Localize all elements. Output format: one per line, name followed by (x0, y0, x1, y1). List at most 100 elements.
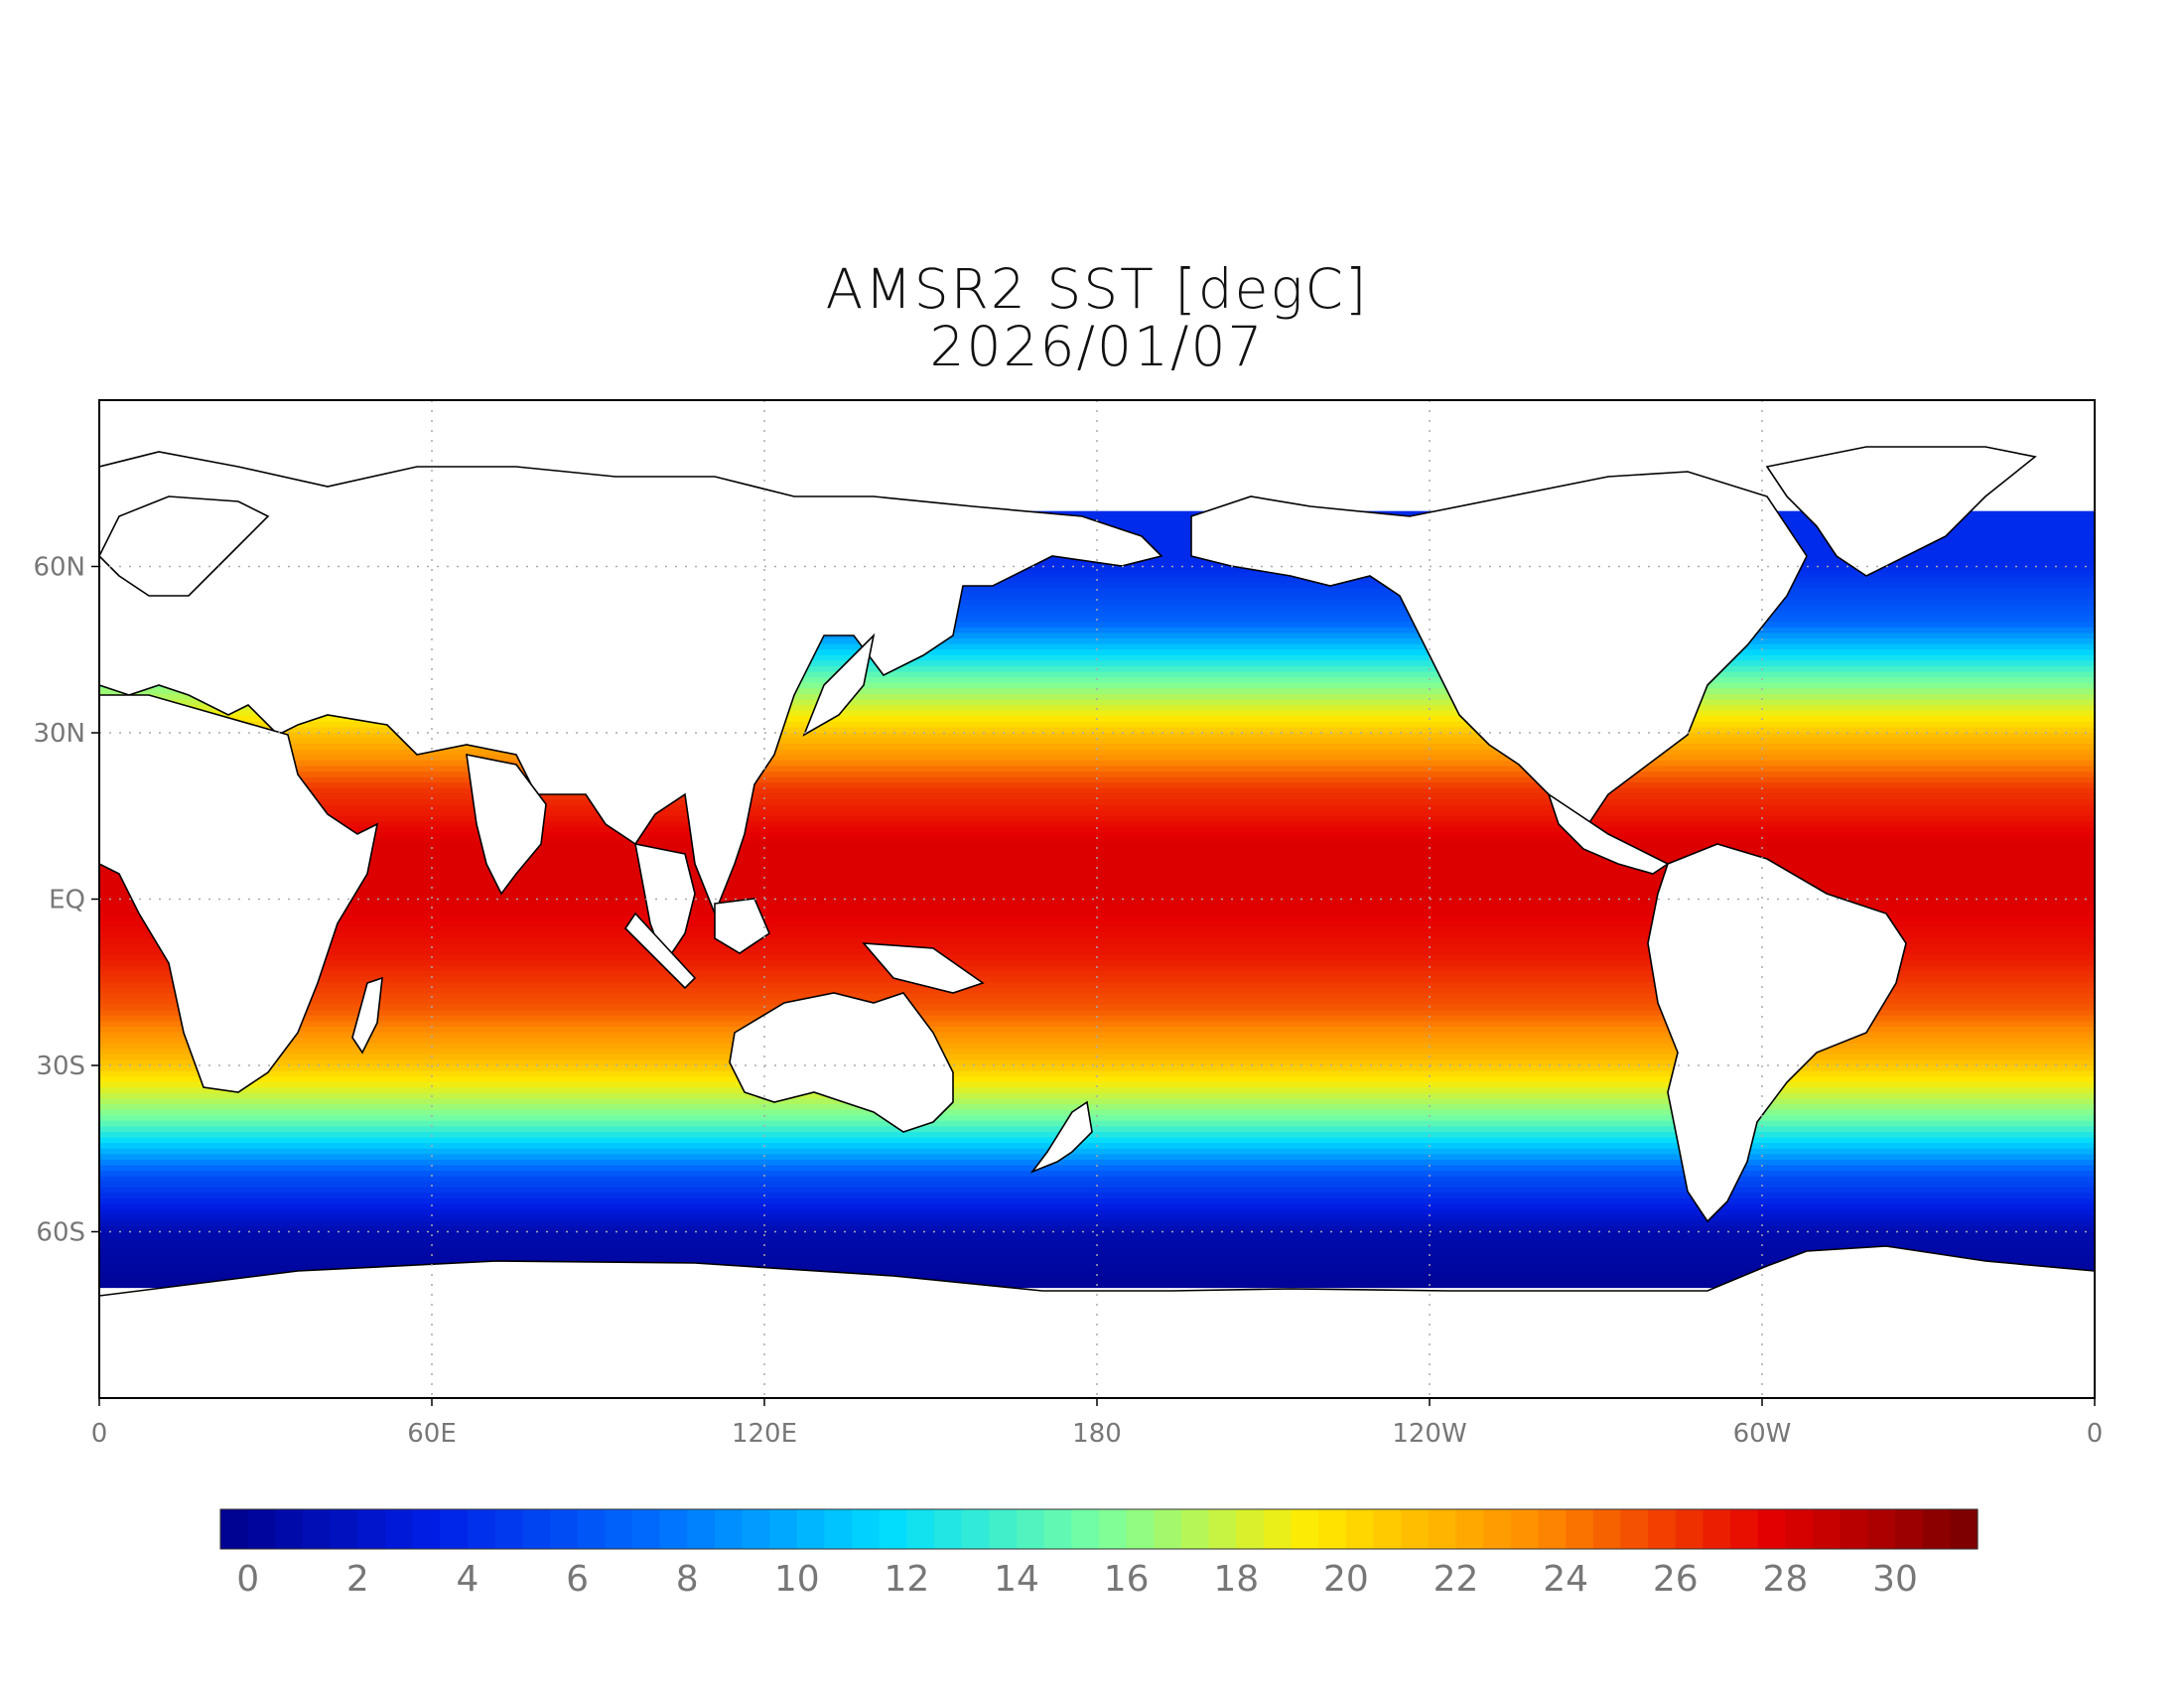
sst-band (99, 799, 2095, 806)
sst-band (99, 721, 2095, 729)
sst-band (99, 860, 2095, 867)
colorbar-tick-label: 6 (566, 1559, 589, 1600)
colorbar-segment (522, 1509, 551, 1549)
x-tick-label: 180 (1072, 1419, 1122, 1449)
colorbar-segment (714, 1509, 744, 1549)
colorbar-tick-label: 30 (1872, 1559, 1918, 1600)
sst-band (99, 1165, 2095, 1172)
colorbar-segment (1373, 1509, 1402, 1549)
sst-band (99, 776, 2095, 784)
sst-band (99, 638, 2095, 645)
sst-band (99, 1054, 2095, 1061)
colorbar-segment (1950, 1509, 1979, 1549)
sst-band (99, 810, 2095, 817)
sst-band (99, 744, 2095, 751)
sst-band (99, 832, 2095, 839)
colorbar-segment (549, 1509, 579, 1549)
sst-band (99, 1109, 2095, 1117)
colorbar-segment (1867, 1509, 1896, 1549)
sst-band (99, 838, 2095, 845)
colorbar-segment (1099, 1509, 1128, 1549)
sst-band (99, 1115, 2095, 1122)
sst-band (99, 1159, 2095, 1167)
colorbar-segment (605, 1509, 633, 1549)
land-sumatra (623, 912, 697, 990)
land-greenland (1765, 446, 2037, 577)
colorbar-segment (1126, 1509, 1155, 1549)
sst-band (99, 882, 2095, 890)
sst-band (99, 649, 2095, 656)
sst-band (99, 583, 2095, 590)
colorbar-segment (577, 1509, 606, 1549)
sst-band (99, 560, 2095, 568)
colorbar-tick-label: 12 (885, 1559, 930, 1600)
colorbar-segment (357, 1509, 386, 1549)
colorbar-tick-label: 14 (994, 1559, 1039, 1600)
colorbar-segment (1401, 1509, 1430, 1549)
sst-band (99, 733, 2095, 740)
sst-band (99, 782, 2095, 789)
colorbar-segment (1757, 1509, 1787, 1549)
colorbar-segment (1813, 1509, 1842, 1549)
sst-band (99, 1126, 2095, 1133)
sst-band (99, 849, 2095, 856)
colorbar-segment (1703, 1509, 1731, 1549)
colorbar-segment (769, 1509, 798, 1549)
sst-band (99, 1076, 2095, 1083)
colorbar-segment (742, 1509, 770, 1549)
y-axis-ticks: 60N 30N EQ 30S 60S (33, 553, 99, 1248)
colorbar-segment (1263, 1509, 1293, 1549)
sst-band (99, 688, 2095, 695)
colorbar-segment (1236, 1509, 1265, 1549)
sst-band (99, 1070, 2095, 1077)
land-central-america (1547, 792, 1670, 875)
map-area (99, 400, 2095, 1398)
land-north-america (1190, 471, 1808, 825)
sst-band (99, 976, 2095, 984)
land-scandinavia (99, 495, 270, 597)
sst-band (99, 1220, 2095, 1227)
colorbar-segment (1538, 1509, 1567, 1549)
colorbar-segment (631, 1509, 661, 1549)
sst-band (99, 1087, 2095, 1094)
map-title: AMSR2 SST [degC] (826, 257, 1369, 321)
colorbar-segment (1318, 1509, 1347, 1549)
sst-band (99, 710, 2095, 718)
colorbar-segment (1785, 1509, 1814, 1549)
sst-band (99, 1198, 2095, 1205)
colorbar-segment (1180, 1509, 1210, 1549)
colorbar-segment (1345, 1509, 1375, 1549)
colorbar-tick-label: 28 (1763, 1559, 1809, 1600)
colorbar-tick-label: 0 (236, 1559, 259, 1600)
sst-band (99, 1265, 2095, 1272)
x-tick-label: 60W (1733, 1419, 1792, 1449)
colorbar-tick-label: 2 (346, 1559, 369, 1600)
sst-band (99, 1270, 2095, 1277)
sst-band (99, 888, 2095, 895)
colorbar-segment (1291, 1509, 1319, 1549)
sst-band (99, 682, 2095, 690)
sst-band (99, 594, 2095, 601)
colorbar-segment (1566, 1509, 1594, 1549)
land-new-zealand (1029, 1100, 1093, 1174)
colorbar-segment (1592, 1509, 1622, 1549)
sst-band (99, 1209, 2095, 1216)
x-tick-label: 0 (91, 1419, 108, 1449)
sst-band (99, 1248, 2095, 1255)
y-tick-label: 30S (36, 1052, 85, 1081)
sst-band (99, 987, 2095, 995)
colorbar-segment (467, 1509, 496, 1549)
sst-band (99, 677, 2095, 684)
sst-band (99, 643, 2095, 651)
sst-band (99, 1026, 2095, 1034)
colorbar-segment (1154, 1509, 1182, 1549)
colorbar-tick-label: 26 (1653, 1559, 1699, 1600)
sst-band (99, 1059, 2095, 1066)
y-tick-label: 30N (33, 719, 85, 749)
sst-band (99, 1154, 2095, 1161)
sst-band (99, 572, 2095, 579)
sst-band (99, 937, 2095, 944)
sst-band (99, 877, 2095, 884)
sst-band (99, 965, 2095, 972)
